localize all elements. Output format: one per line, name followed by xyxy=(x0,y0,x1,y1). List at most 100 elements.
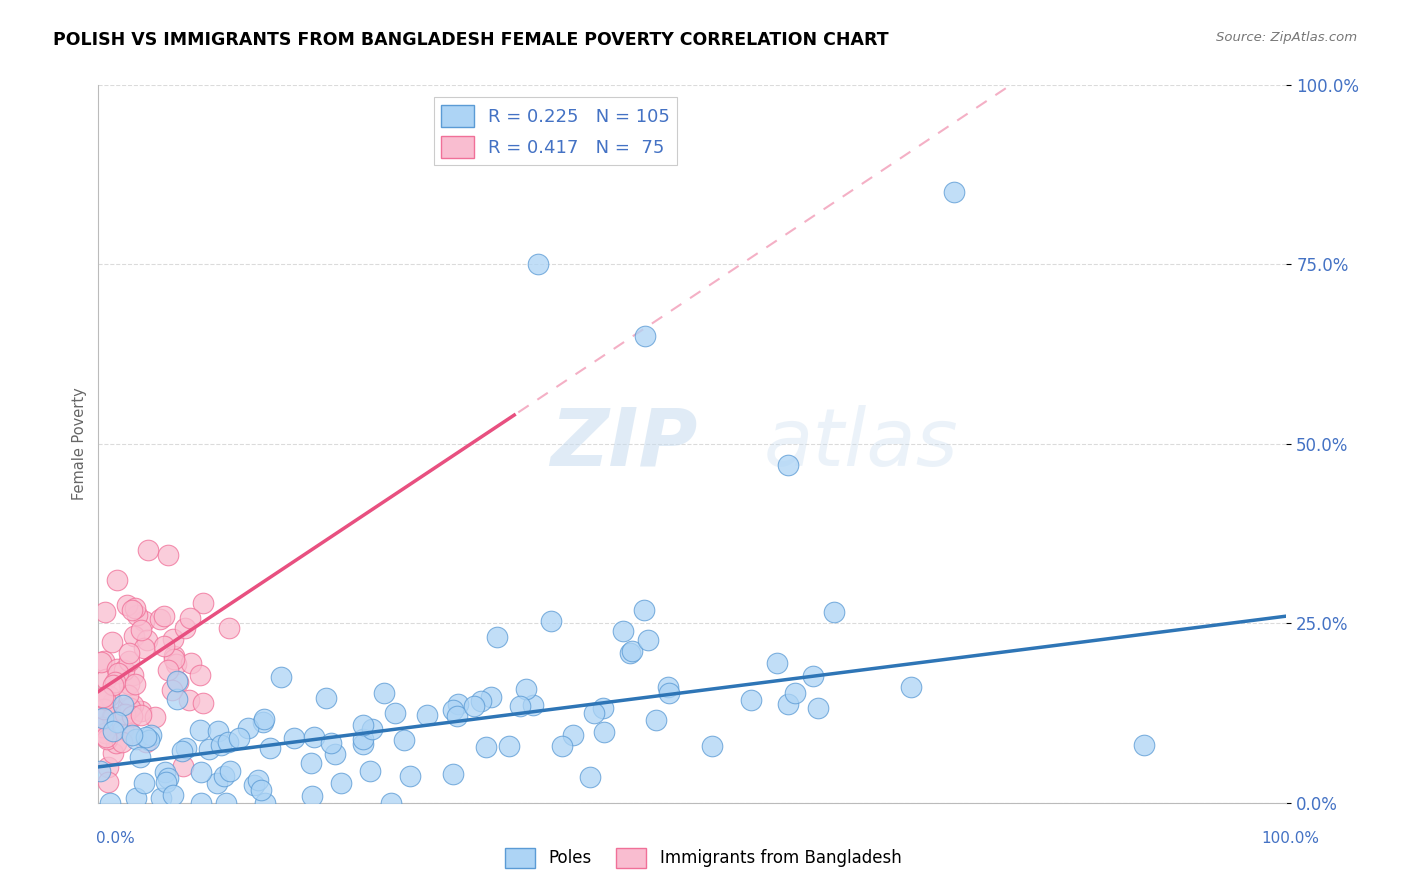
Point xyxy=(124,601,146,615)
Point xyxy=(143,710,166,724)
Point xyxy=(93,701,115,715)
Text: Source: ZipAtlas.com: Source: ZipAtlas.com xyxy=(1216,31,1357,45)
Point xyxy=(101,678,124,692)
Point xyxy=(121,603,143,617)
Point xyxy=(122,698,145,713)
Point xyxy=(637,633,659,648)
Point xyxy=(191,596,214,610)
Point xyxy=(592,701,614,715)
Point xyxy=(1133,739,1156,753)
Point xyxy=(105,573,128,587)
Point xyxy=(283,731,305,746)
Point xyxy=(198,741,221,756)
Point xyxy=(118,701,141,715)
Point xyxy=(94,692,117,706)
Legend: Poles, Immigrants from Bangladesh: Poles, Immigrants from Bangladesh xyxy=(498,841,908,875)
Point xyxy=(121,728,143,742)
Point xyxy=(416,707,439,722)
Point xyxy=(105,736,128,750)
Point xyxy=(188,668,211,682)
Point xyxy=(776,698,799,712)
Point xyxy=(162,682,184,697)
Point xyxy=(657,680,679,694)
Y-axis label: Female Poverty: Female Poverty xyxy=(72,387,87,500)
Point xyxy=(101,710,124,724)
Point xyxy=(105,662,128,676)
Point xyxy=(942,186,965,200)
Point xyxy=(509,699,531,714)
Point xyxy=(319,735,342,749)
Point xyxy=(253,796,276,810)
Point xyxy=(101,723,124,738)
Point xyxy=(373,686,395,700)
Point xyxy=(190,765,212,780)
Point xyxy=(498,739,520,753)
Text: atlas: atlas xyxy=(763,405,959,483)
Point xyxy=(91,720,114,734)
Point xyxy=(191,696,214,710)
Point xyxy=(103,710,125,724)
Point xyxy=(359,764,381,778)
Point xyxy=(900,681,922,695)
Point xyxy=(125,790,148,805)
Point xyxy=(132,775,155,789)
Point xyxy=(176,741,198,756)
Point xyxy=(740,693,762,707)
Point xyxy=(807,701,830,715)
Point xyxy=(522,698,544,712)
Point xyxy=(165,657,187,671)
Point xyxy=(111,735,134,749)
Point xyxy=(247,772,270,787)
Point xyxy=(215,796,238,810)
Point xyxy=(166,691,188,706)
Point xyxy=(633,603,655,617)
Point xyxy=(259,741,281,756)
Point xyxy=(384,706,406,721)
Point xyxy=(644,713,666,727)
Point xyxy=(236,721,259,735)
Point xyxy=(129,704,152,718)
Point xyxy=(136,633,159,648)
Point xyxy=(112,698,135,712)
Point xyxy=(252,715,274,730)
Point xyxy=(156,664,179,678)
Point xyxy=(621,644,644,658)
Point xyxy=(323,747,346,761)
Text: 0.0%: 0.0% xyxy=(96,831,135,846)
Point xyxy=(153,640,176,654)
Point xyxy=(149,612,172,626)
Point xyxy=(162,789,184,803)
Text: ZIP: ZIP xyxy=(550,405,697,483)
Point xyxy=(101,746,124,760)
Point xyxy=(124,677,146,691)
Point xyxy=(112,722,135,736)
Point xyxy=(479,690,502,704)
Point xyxy=(700,739,723,753)
Point xyxy=(446,709,468,723)
Point xyxy=(91,690,114,704)
Point xyxy=(129,708,152,723)
Point xyxy=(91,711,114,725)
Point xyxy=(188,723,211,737)
Point xyxy=(163,651,186,665)
Point xyxy=(141,729,163,743)
Point xyxy=(619,646,641,660)
Point xyxy=(135,731,157,745)
Point xyxy=(134,615,156,629)
Point xyxy=(441,703,464,717)
Point xyxy=(98,796,121,810)
Point xyxy=(115,598,138,612)
Point xyxy=(578,770,600,784)
Point xyxy=(155,774,177,789)
Point xyxy=(98,690,121,704)
Point xyxy=(96,732,118,747)
Legend: R = 0.225   N = 105, R = 0.417   N =  75: R = 0.225 N = 105, R = 0.417 N = 75 xyxy=(434,97,678,165)
Point xyxy=(149,790,172,805)
Point xyxy=(93,655,115,669)
Point xyxy=(380,796,402,810)
Point xyxy=(527,257,550,271)
Point xyxy=(125,731,148,746)
Point xyxy=(174,621,197,635)
Point xyxy=(190,796,212,810)
Point xyxy=(783,686,806,700)
